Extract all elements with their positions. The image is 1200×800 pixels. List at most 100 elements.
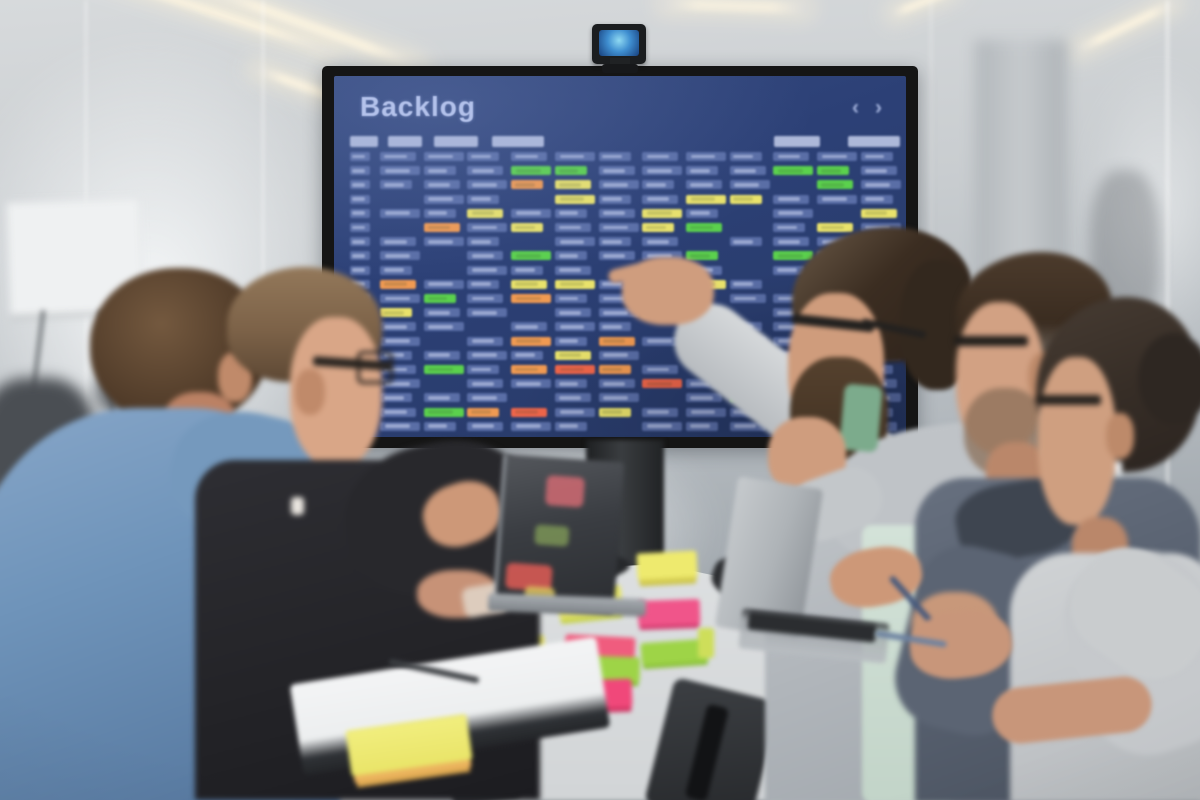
board-cell bbox=[598, 166, 635, 176]
board-cell bbox=[380, 208, 420, 218]
knit-tie bbox=[839, 383, 883, 453]
board-header-chip bbox=[774, 136, 820, 147]
board-cell bbox=[511, 407, 548, 417]
board-header-chip bbox=[848, 136, 900, 147]
board-cell bbox=[642, 365, 679, 374]
board-cell bbox=[598, 379, 635, 389]
board-cell bbox=[467, 294, 504, 303]
board-cell bbox=[729, 421, 766, 431]
board-cell bbox=[642, 208, 683, 218]
board-cell bbox=[642, 421, 683, 431]
board-cell bbox=[554, 223, 591, 232]
board-cell bbox=[423, 308, 460, 318]
board-cell bbox=[598, 208, 635, 218]
board-cell bbox=[467, 350, 508, 360]
board-cell bbox=[423, 152, 464, 161]
glasses bbox=[1035, 395, 1101, 405]
board-cell bbox=[729, 180, 770, 190]
board-cell bbox=[554, 265, 591, 275]
board-cell bbox=[773, 166, 814, 176]
chevron-left-icon: ‹ bbox=[852, 96, 859, 120]
glasses-lens bbox=[357, 351, 393, 384]
board-cell bbox=[511, 421, 552, 431]
board-cell bbox=[380, 294, 420, 303]
board-cell bbox=[380, 350, 412, 360]
board-cell bbox=[773, 237, 810, 247]
board-cell bbox=[773, 308, 806, 318]
board-cell bbox=[467, 365, 500, 374]
board-cell bbox=[598, 350, 639, 360]
board-cell bbox=[380, 393, 412, 403]
board-cell bbox=[773, 152, 810, 161]
board-cell bbox=[817, 180, 853, 190]
board-cell bbox=[380, 308, 412, 318]
board-cell bbox=[642, 336, 683, 346]
board-cell bbox=[642, 237, 679, 247]
board-cell bbox=[511, 336, 552, 346]
board-cell bbox=[350, 251, 370, 261]
board-cell bbox=[729, 152, 762, 161]
board-cell bbox=[467, 279, 500, 289]
board-cell bbox=[554, 407, 595, 417]
board-cell bbox=[642, 407, 679, 417]
board-header-chip bbox=[434, 136, 478, 147]
board-cell bbox=[598, 365, 631, 374]
board-cell bbox=[860, 194, 893, 204]
board-cell bbox=[817, 152, 857, 161]
board-cell bbox=[380, 279, 416, 289]
board-cell bbox=[773, 322, 810, 332]
board-cell bbox=[423, 279, 464, 289]
board-cell bbox=[350, 152, 370, 161]
board-cell bbox=[423, 294, 456, 303]
hair-bun bbox=[1138, 333, 1200, 425]
board-cell bbox=[380, 180, 412, 190]
board-cell bbox=[554, 322, 595, 332]
board-cell bbox=[511, 322, 548, 332]
board-cell bbox=[554, 365, 595, 374]
board-cell bbox=[598, 152, 631, 161]
board-cell bbox=[554, 336, 587, 346]
board-cell bbox=[350, 180, 370, 190]
board-title: Backlog bbox=[360, 91, 476, 123]
board-cell bbox=[423, 223, 460, 232]
board-cell bbox=[511, 208, 552, 218]
board-cell bbox=[467, 251, 504, 261]
board-cell bbox=[598, 336, 635, 346]
board-cell bbox=[350, 265, 370, 275]
board-cell bbox=[511, 379, 552, 389]
chevron-right-icon: › bbox=[875, 96, 882, 120]
board-cell bbox=[467, 379, 504, 389]
board-cell bbox=[511, 166, 552, 176]
board-cell bbox=[511, 265, 544, 275]
board-cell bbox=[350, 208, 370, 218]
board-cell bbox=[554, 237, 595, 247]
board-cell bbox=[554, 208, 587, 218]
glass-wall-joint bbox=[262, 0, 264, 300]
board-cell bbox=[642, 251, 683, 261]
board-cell bbox=[685, 421, 718, 431]
board-cell bbox=[380, 152, 416, 161]
board-cell bbox=[423, 407, 464, 417]
person-ear bbox=[295, 369, 325, 415]
board-cell bbox=[380, 322, 416, 332]
board-cell bbox=[642, 166, 683, 176]
board-cell bbox=[511, 180, 544, 190]
board-cell bbox=[350, 194, 370, 204]
board-cell bbox=[685, 393, 722, 403]
board-cell bbox=[860, 166, 897, 176]
board-cell bbox=[729, 166, 766, 176]
board-cell bbox=[554, 152, 595, 161]
board-cell bbox=[729, 294, 766, 303]
board-cell bbox=[423, 393, 460, 403]
board-header-chip bbox=[492, 136, 544, 147]
board-cell bbox=[380, 265, 412, 275]
board-cell bbox=[554, 350, 591, 360]
board-cell bbox=[511, 251, 552, 261]
board-cell bbox=[423, 180, 460, 190]
board-cell bbox=[467, 223, 508, 232]
webcam-lens-icon bbox=[599, 30, 639, 56]
board-cell bbox=[860, 180, 901, 190]
board-cell bbox=[598, 279, 631, 289]
board-cell bbox=[554, 421, 587, 431]
board-cell bbox=[685, 152, 726, 161]
